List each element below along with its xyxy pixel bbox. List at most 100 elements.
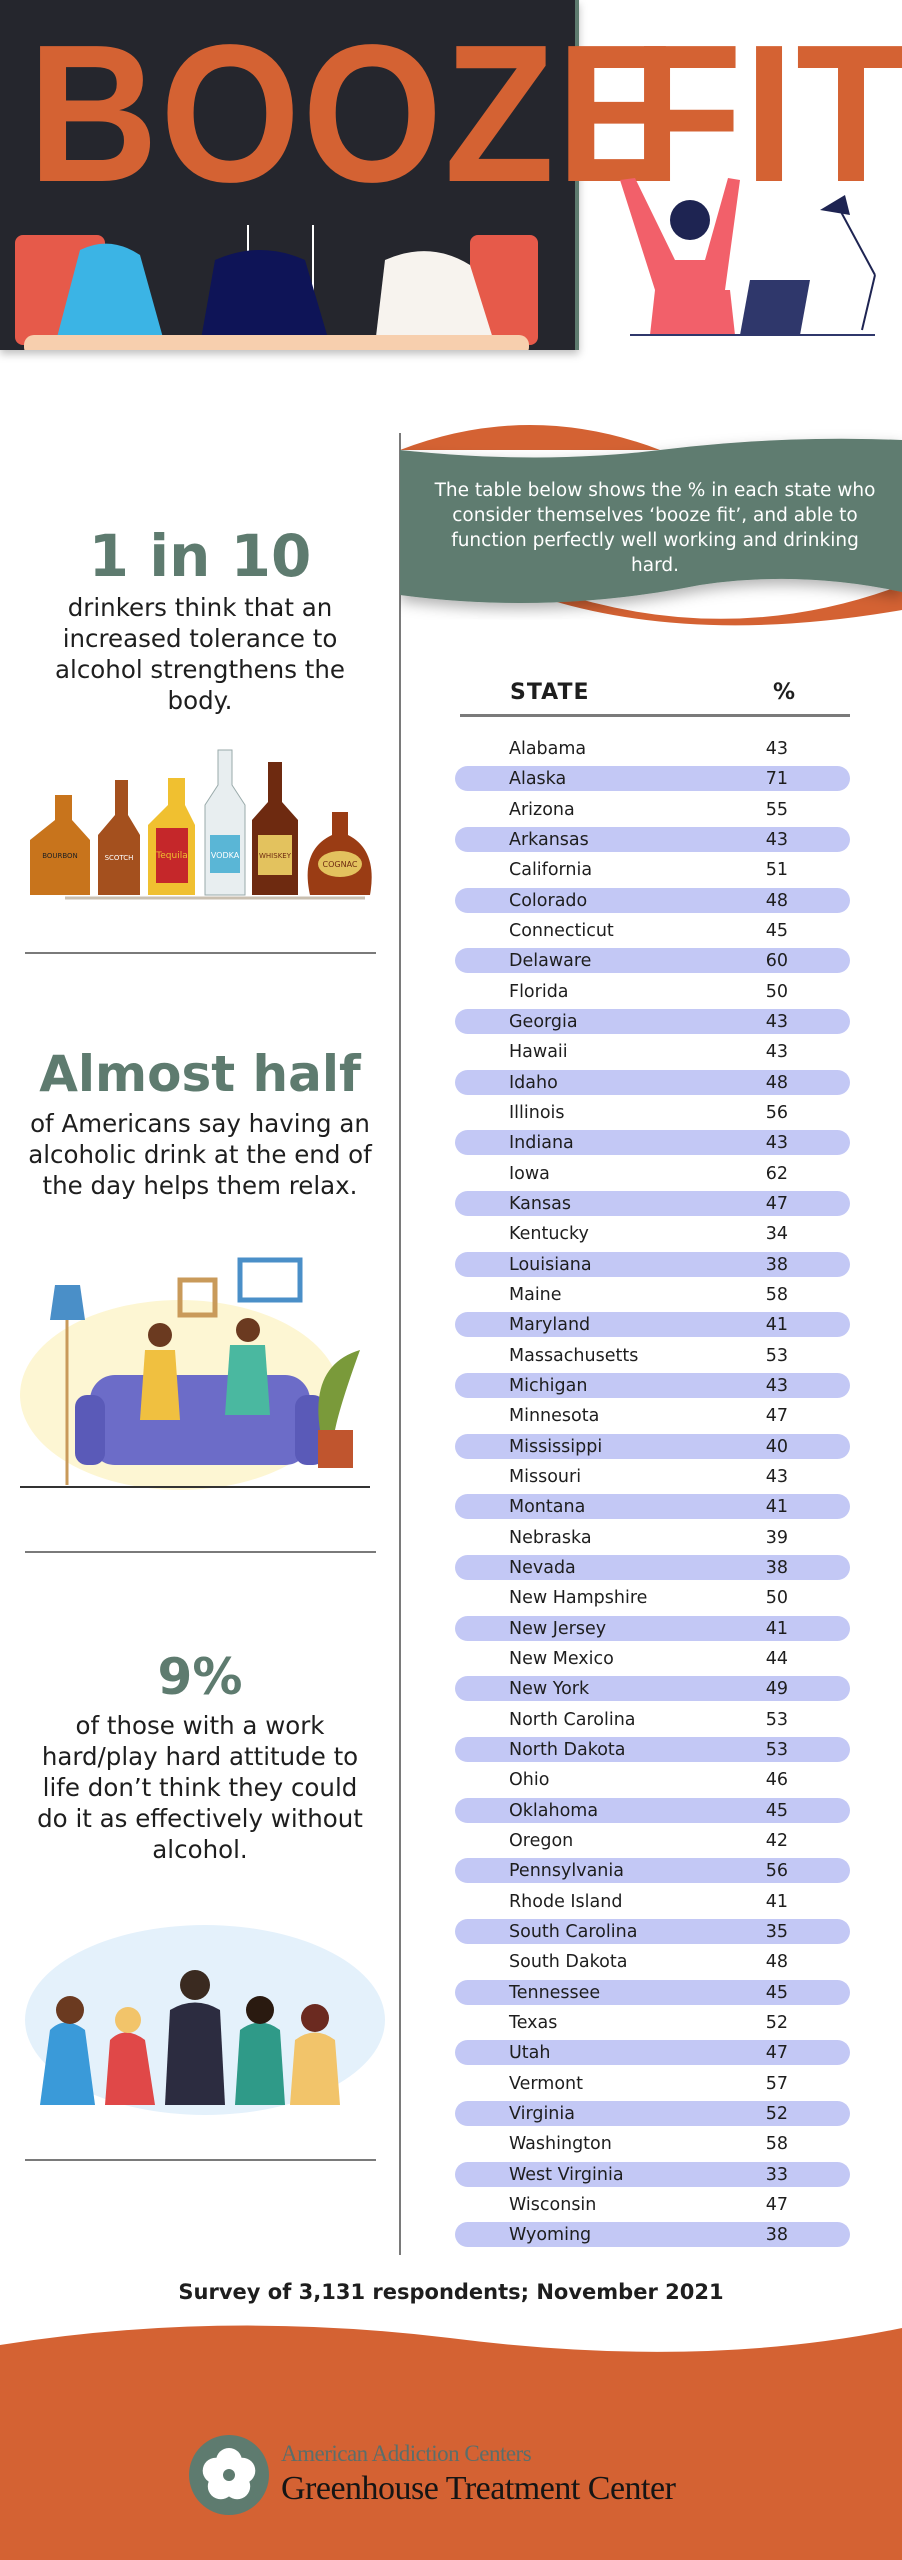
- state-percent: 38: [765, 2225, 788, 2246]
- celebrating-man-illustration: [620, 178, 876, 336]
- table-row: Mississippi 40: [455, 1433, 850, 1459]
- table-row: Georgia 43: [455, 1008, 850, 1034]
- state-percent: 39: [765, 1527, 788, 1548]
- state-name: New Jersey: [509, 1618, 607, 1639]
- table-header-percent: %: [773, 680, 797, 705]
- table-row: Missouri 43: [455, 1464, 850, 1489]
- liquor-bottles-illustration: BOURBON SCOTCH Tequila VODKA WHISKEY COG…: [30, 749, 372, 900]
- table-row: Oregon 42: [455, 1828, 850, 1853]
- table-row: Hawaii 43: [455, 1039, 850, 1064]
- table-row: Arkansas 43: [455, 826, 850, 852]
- state-name: Utah: [509, 2043, 551, 2064]
- state-name: Maryland: [509, 1315, 591, 1336]
- state-name: Minnesota: [509, 1406, 600, 1427]
- table-row: South Carolina 35: [455, 1918, 850, 1944]
- table-row: Iowa 62: [455, 1161, 850, 1186]
- state-percent: 43: [765, 1466, 788, 1487]
- brand-name: Greenhouse Treatment Center: [281, 2470, 676, 2507]
- state-name: Arizona: [509, 799, 575, 820]
- state-name: Ohio: [509, 1770, 550, 1791]
- state-percent: 44: [765, 1648, 788, 1669]
- table-row: Connecticut 45: [455, 918, 850, 943]
- table-row: Maryland 41: [455, 1312, 850, 1338]
- state-percent: 53: [765, 1709, 788, 1730]
- column-divider: [399, 433, 401, 2255]
- table-row: Idaho 48: [455, 1069, 850, 1095]
- table-row: Kentucky 34: [455, 1221, 850, 1246]
- table-row: New York 49: [455, 1676, 850, 1702]
- table-row: New Mexico 44: [455, 1646, 850, 1671]
- table-row: Wisconsin 47: [455, 2192, 850, 2217]
- state-percent: 43: [765, 1042, 788, 1063]
- state-name: Virginia: [509, 2103, 575, 2124]
- state-percent: 58: [765, 1284, 788, 1305]
- state-percent: 35: [765, 1921, 788, 1942]
- state-percent: 56: [765, 1861, 788, 1882]
- table-row: Ohio 46: [455, 1767, 850, 1792]
- table-row: Maine 58: [455, 1282, 850, 1307]
- state-percent: 41: [765, 1497, 788, 1518]
- state-percent: 34: [765, 1224, 788, 1245]
- section-divider: [25, 952, 376, 954]
- state-name: Louisiana: [509, 1254, 592, 1275]
- state-percent: 48: [765, 1952, 788, 1973]
- brand-parent-name: American Addiction Centers: [281, 2441, 532, 2466]
- party-group-illustration: [25, 1925, 385, 2115]
- stat-lead-9-percent: 9%: [157, 1648, 243, 1706]
- state-name: Massachusetts: [509, 1345, 639, 1366]
- table-row: Louisiana 38: [455, 1251, 850, 1277]
- state-percent: 38: [765, 1557, 788, 1578]
- table-row: Minnesota 47: [455, 1403, 850, 1428]
- state-name: South Dakota: [509, 1952, 628, 1973]
- state-percent: 55: [765, 799, 788, 820]
- state-name: Pennsylvania: [509, 1861, 624, 1882]
- table-row: Nebraska 39: [455, 1525, 850, 1550]
- state-percent: 43: [765, 1375, 788, 1396]
- state-percent: 46: [765, 1770, 788, 1791]
- table-row: Texas 52: [455, 2010, 850, 2035]
- table-row: New Hampshire 50: [455, 1585, 850, 1610]
- state-name: Michigan: [509, 1375, 588, 1396]
- couple-on-couch-illustration: [20, 1257, 370, 1490]
- state-percent: 43: [765, 739, 788, 759]
- state-percent: 41: [765, 1315, 788, 1336]
- state-name: Illinois: [509, 1102, 565, 1123]
- state-percent: 47: [765, 2043, 788, 2064]
- section-divider: [25, 1551, 376, 1553]
- state-percent: 33: [765, 2164, 788, 2185]
- state-name: New Mexico: [509, 1648, 614, 1669]
- table-row: Virginia 52: [455, 2100, 850, 2126]
- state-percent: 47: [765, 1406, 788, 1427]
- state-name: Alabama: [509, 739, 587, 759]
- state-name: North Carolina: [509, 1709, 636, 1730]
- bottle-label: COGNAC: [323, 860, 358, 869]
- table-row: Oklahoma 45: [455, 1797, 850, 1823]
- state-percent: 41: [765, 1891, 788, 1912]
- table-row: Delaware 60: [455, 948, 850, 974]
- table-header-underline: [460, 714, 850, 717]
- bottle-label: BOURBON: [42, 852, 78, 860]
- state-name: California: [509, 860, 593, 881]
- stat-lead-almost-half: Almost half: [39, 1045, 361, 1103]
- table-row: California 51: [455, 857, 850, 882]
- table-row: Montana 41: [455, 1494, 850, 1520]
- state-name: Washington: [509, 2134, 612, 2155]
- state-name: Rhode Island: [509, 1891, 623, 1912]
- stat-body-3: of those with a work hard/play hard atti…: [37, 1711, 363, 1864]
- bottle-label: VODKA: [211, 851, 240, 860]
- state-percent: 62: [765, 1163, 788, 1184]
- section-divider: [25, 2159, 376, 2161]
- state-percent: 53: [765, 1739, 788, 1760]
- stat-body-2: of Americans say having an alcoholic dri…: [28, 1109, 372, 1200]
- bottle-label: SCOTCH: [105, 854, 134, 862]
- table-row: Indiana 43: [455, 1130, 850, 1156]
- table-row: Rhode Island 41: [455, 1889, 850, 1914]
- state-name: Nevada: [509, 1557, 576, 1578]
- state-percent: 47: [765, 1193, 788, 1214]
- table-row: Kansas 47: [455, 1190, 850, 1216]
- title-booze: BOOZE: [28, 4, 679, 223]
- state-name: New Hampshire: [509, 1588, 648, 1609]
- state-percent: 45: [765, 1800, 788, 1821]
- state-percent: 41: [765, 1618, 788, 1639]
- survey-note: Survey of 3,131 respondents; November 20…: [178, 2280, 724, 2304]
